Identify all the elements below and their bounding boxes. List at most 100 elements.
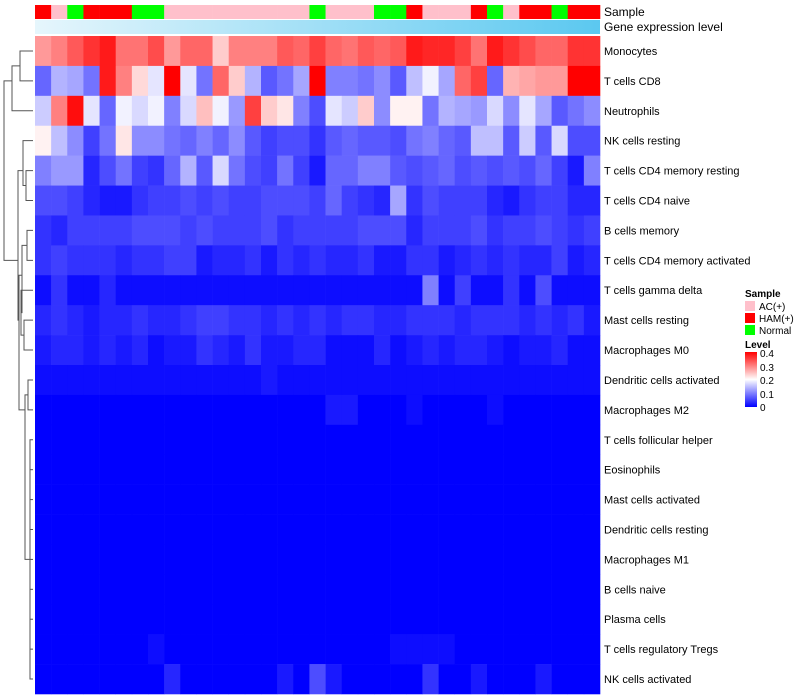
heatmap-cell xyxy=(67,65,84,97)
heatmap-cell xyxy=(196,604,213,635)
heatmap-cell xyxy=(535,604,552,635)
heatmap-cell xyxy=(131,95,149,127)
heatmap-cell xyxy=(406,365,423,396)
heatmap-cell xyxy=(228,544,246,575)
heatmap-cell xyxy=(567,155,585,186)
heatmap-cell xyxy=(454,514,472,545)
heatmap-cell xyxy=(357,36,375,67)
heatmap-cell xyxy=(390,484,407,515)
heatmap-cell xyxy=(438,544,456,575)
heatmap-cell xyxy=(180,275,197,306)
heatmap-cell xyxy=(583,544,601,575)
heatmap-cell xyxy=(309,634,326,665)
heatmap-cell xyxy=(309,185,326,216)
heatmap-cell xyxy=(470,36,488,67)
heatmap-cell xyxy=(519,36,536,67)
heatmap-cell xyxy=(51,65,68,97)
heatmap-cell xyxy=(228,454,246,485)
heatmap-cell xyxy=(261,634,278,665)
heatmap-cell xyxy=(51,36,68,67)
heatmap-cell xyxy=(196,245,213,276)
level-tick-0.3: 0.3 xyxy=(760,363,774,374)
heatmap-cell xyxy=(83,95,100,127)
heatmap-cell xyxy=(164,634,181,665)
heatmap-cell xyxy=(115,484,133,515)
heatmap-cell xyxy=(212,305,230,336)
heatmap-cell xyxy=(341,604,359,635)
heatmap-cell xyxy=(99,664,117,695)
heatmap-cell xyxy=(357,424,375,456)
heatmap-cell xyxy=(244,514,262,545)
heatmap-cell xyxy=(309,335,326,366)
heatmap-cell xyxy=(309,424,326,456)
heatmap-cell xyxy=(212,514,230,545)
heatmap-cell xyxy=(503,484,520,515)
heatmap-cell xyxy=(406,185,423,216)
heatmap-cell xyxy=(567,454,585,485)
heatmap-cell xyxy=(519,424,536,456)
heatmap-cell xyxy=(196,634,213,665)
heatmap-cell xyxy=(261,514,278,545)
heatmap-cell xyxy=(293,275,310,306)
heatmap-cell xyxy=(244,574,262,605)
heatmap-cell xyxy=(244,215,262,246)
heatmap-cell xyxy=(99,544,117,575)
heatmap-cell xyxy=(503,604,520,635)
heatmap-cell xyxy=(35,424,52,456)
heatmap-cell xyxy=(567,65,585,97)
heatmap-cell xyxy=(83,544,100,575)
sample-annotation-cell xyxy=(519,5,536,19)
heatmap-cell xyxy=(261,394,278,426)
heatmap-cell xyxy=(357,664,375,695)
legend: Sample AC(+) HAM(+) Normal Level 0.4 0.3… xyxy=(745,289,794,414)
heatmap-cell xyxy=(470,65,488,97)
heatmap-cell xyxy=(438,365,456,396)
heatmap-cell xyxy=(357,365,375,396)
sample-annotation-cell xyxy=(67,5,84,19)
heatmap-cell xyxy=(277,335,294,366)
heatmap-cell xyxy=(35,36,52,67)
heatmap-cell xyxy=(67,574,84,605)
heatmap-cell xyxy=(406,36,423,67)
heatmap-cell xyxy=(148,544,165,575)
dendrogram-branch xyxy=(11,65,33,112)
heatmap-cell xyxy=(115,424,133,456)
heatmap-cell xyxy=(212,634,230,665)
heatmap-cell xyxy=(228,185,246,216)
heatmap-cell xyxy=(374,215,391,246)
heatmap-cell xyxy=(35,215,52,246)
heatmap-cell xyxy=(131,484,149,515)
heatmap-cell xyxy=(180,65,197,97)
heatmap-cell xyxy=(99,275,117,306)
heatmap-cell xyxy=(470,305,488,336)
heatmap-cell xyxy=(51,275,68,306)
heatmap-cell xyxy=(325,484,343,515)
dendrogram-branch xyxy=(24,394,30,560)
heatmap-cell xyxy=(293,514,310,545)
heatmap-cell xyxy=(180,484,197,515)
heatmap-cell xyxy=(438,604,456,635)
heatmap-cell xyxy=(196,185,213,216)
heatmap-cell xyxy=(83,185,100,216)
heatmap-cell xyxy=(67,514,84,545)
heatmap-cell xyxy=(454,305,472,336)
heatmap-cell xyxy=(148,424,165,456)
heatmap-cell xyxy=(374,365,391,396)
sample-annotation-cell xyxy=(309,5,326,19)
heatmap-cell xyxy=(551,394,569,426)
heatmap-cell xyxy=(180,335,197,366)
heatmap-cell xyxy=(390,514,407,545)
heatmap-cell xyxy=(244,484,262,515)
heatmap-cell xyxy=(470,544,488,575)
heatmap-cell xyxy=(487,634,504,665)
heatmap-cell xyxy=(422,514,439,545)
heatmap-cell xyxy=(51,215,68,246)
heatmap-cell xyxy=(67,185,84,216)
heatmap-cell xyxy=(325,125,343,156)
heatmap-cell xyxy=(406,604,423,635)
heatmap-cell xyxy=(261,215,278,246)
heatmap-cell xyxy=(261,65,278,97)
heatmap-cell xyxy=(131,365,149,396)
heatmap-cell xyxy=(83,155,100,186)
heatmap-cell xyxy=(341,394,359,426)
